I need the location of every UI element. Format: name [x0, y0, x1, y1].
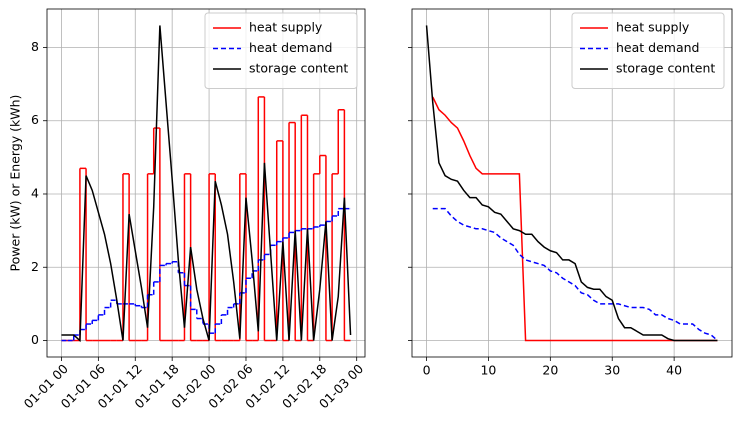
- series-line: [425, 25, 718, 342]
- plot-frame: [46, 8, 366, 358]
- plot-frame: [411, 8, 733, 358]
- x-tick-label: 20: [542, 363, 558, 378]
- y-axis-label: Power (kW) or Energy (kWh): [8, 95, 23, 272]
- series-line: [432, 207, 718, 342]
- series-line: [432, 96, 718, 342]
- y-tick-label: 6: [31, 112, 39, 127]
- y-tick-label: 8: [31, 39, 39, 54]
- x-tick-label: 10: [480, 363, 496, 378]
- y-tick-label: 4: [31, 185, 39, 200]
- x-tick-label: 30: [604, 363, 620, 378]
- legend-label: heat supply: [249, 20, 323, 35]
- y-tick-label: 2: [31, 259, 39, 274]
- legend-label: heat demand: [249, 40, 332, 55]
- legend-box: [571, 12, 725, 89]
- legend-label: storage content: [616, 61, 715, 76]
- legend-box: [204, 12, 358, 89]
- legend-label: heat supply: [616, 20, 690, 35]
- legend-label: storage content: [249, 61, 348, 76]
- series-line: [61, 25, 352, 343]
- legend-label: heat demand: [616, 40, 699, 55]
- y-tick-label: 0: [31, 332, 39, 347]
- x-tick-label: 40: [666, 363, 682, 378]
- x-tick-label: 0: [423, 363, 431, 378]
